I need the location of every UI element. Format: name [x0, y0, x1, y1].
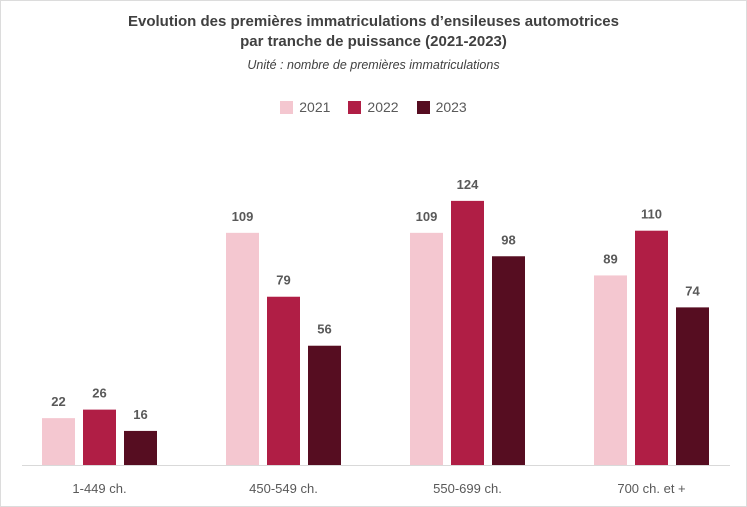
- legend-swatch-2022: [348, 100, 362, 114]
- bar-2023-700-ch-et: [676, 307, 709, 465]
- value-label-2022-1-449-ch: 26: [92, 386, 106, 401]
- chart-legend: 2021 2022 2023: [0, 99, 747, 115]
- chart-title: Evolution des premières immatriculations…: [0, 12, 747, 52]
- legend-item-2023: 2023: [416, 99, 467, 115]
- bar-2022-700-ch-et: [635, 230, 668, 465]
- category-label-3: 700 ch. et +: [617, 481, 685, 496]
- legend-label-2023: 2023: [435, 99, 467, 115]
- bar-2023-550-699-ch: [492, 256, 525, 465]
- value-label-2023-450-549-ch: 56: [317, 322, 331, 337]
- legend-item-2022: 2022: [348, 99, 399, 115]
- legend-label-2022: 2022: [367, 99, 399, 115]
- bar-2023-450-549-ch: [308, 345, 341, 465]
- value-label-2022-550-699-ch: 124: [457, 177, 479, 192]
- value-label-2023-1-449-ch: 16: [133, 407, 147, 422]
- bar-2022-550-699-ch: [451, 200, 484, 465]
- value-label-2022-700-ch-et: 110: [641, 207, 662, 222]
- chart-title-line2: par tranche de puissance (2021-2023): [240, 33, 507, 50]
- legend-swatch-2021: [280, 100, 294, 114]
- bar-2022-1-449-ch: [83, 409, 116, 465]
- bar-2023-1-449-ch: [124, 430, 157, 465]
- bar-2021-450-549-ch: [226, 232, 259, 465]
- value-label-2021-700-ch-et: 89: [603, 251, 617, 266]
- value-label-2021-1-449-ch: 22: [51, 394, 65, 409]
- bar-2021-1-449-ch: [42, 418, 75, 465]
- value-label-2022-450-549-ch: 79: [276, 273, 290, 288]
- legend-swatch-2023: [416, 100, 430, 114]
- chart-subtitle: Unité : nombre de premières immatriculat…: [247, 58, 500, 72]
- legend-item-2021: 2021: [280, 99, 330, 115]
- bar-2021-550-699-ch: [410, 232, 443, 465]
- value-label-2021-550-699-ch: 109: [416, 209, 438, 224]
- bar-2022-450-549-ch: [267, 296, 300, 465]
- category-label-0: 1-449 ch.: [72, 481, 126, 496]
- category-label-1: 450-549 ch.: [249, 481, 318, 496]
- category-label-2: 550-699 ch.: [433, 481, 502, 496]
- bar-2021-700-ch-et: [594, 275, 627, 465]
- value-label-2023-700-ch-et: 74: [685, 283, 700, 298]
- legend-label-2021: 2021: [299, 99, 331, 115]
- value-label-2021-450-549-ch: 109: [232, 209, 254, 224]
- chart-title-line1: Evolution des premières immatriculations…: [128, 13, 619, 30]
- value-label-2023-550-699-ch: 98: [501, 232, 515, 247]
